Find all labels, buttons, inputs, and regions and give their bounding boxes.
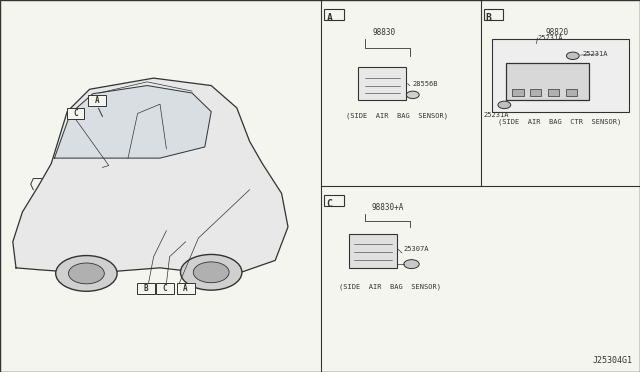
Bar <box>88 95 106 106</box>
Bar <box>349 234 397 268</box>
Circle shape <box>566 52 579 60</box>
Polygon shape <box>54 86 211 158</box>
Bar <box>324 195 344 206</box>
Text: B: B <box>143 284 148 293</box>
Circle shape <box>406 91 419 99</box>
Text: 25231A: 25231A <box>538 35 563 41</box>
Text: C: C <box>73 109 78 118</box>
Circle shape <box>404 260 419 269</box>
Circle shape <box>180 254 242 290</box>
Bar <box>512 89 524 96</box>
Text: 98830: 98830 <box>372 28 396 37</box>
Bar <box>177 283 195 294</box>
Text: A: A <box>326 13 332 23</box>
Bar <box>358 67 406 100</box>
Text: (SIDE  AIR  BAG  CTR  SENSOR): (SIDE AIR BAG CTR SENSOR) <box>499 118 621 125</box>
Text: 25231A: 25231A <box>483 112 509 118</box>
Bar <box>484 9 503 20</box>
Bar <box>530 89 541 96</box>
Text: C: C <box>163 284 168 293</box>
Circle shape <box>68 263 104 284</box>
Bar <box>67 108 84 119</box>
Text: 25231A: 25231A <box>582 51 608 57</box>
Bar <box>548 89 559 96</box>
Bar <box>156 283 174 294</box>
Bar <box>506 63 589 100</box>
Bar <box>492 39 629 112</box>
Text: 28556B: 28556B <box>413 81 438 87</box>
Text: 98820: 98820 <box>545 28 568 37</box>
Text: C: C <box>326 199 332 209</box>
Text: 98830+A: 98830+A <box>371 203 403 212</box>
Text: B: B <box>486 13 492 23</box>
Polygon shape <box>13 78 288 275</box>
Circle shape <box>56 256 117 291</box>
Circle shape <box>498 101 511 109</box>
Bar <box>137 283 155 294</box>
Text: (SIDE  AIR  BAG  SENSOR): (SIDE AIR BAG SENSOR) <box>346 113 448 119</box>
Text: (SIDE  AIR  BAG  SENSOR): (SIDE AIR BAG SENSOR) <box>339 284 442 290</box>
Text: A: A <box>95 96 100 105</box>
Text: A: A <box>183 284 188 293</box>
Circle shape <box>193 262 229 283</box>
Bar <box>324 9 344 20</box>
Text: J25304G1: J25304G1 <box>593 356 632 365</box>
Bar <box>566 89 577 96</box>
Text: 25307A: 25307A <box>403 246 429 252</box>
